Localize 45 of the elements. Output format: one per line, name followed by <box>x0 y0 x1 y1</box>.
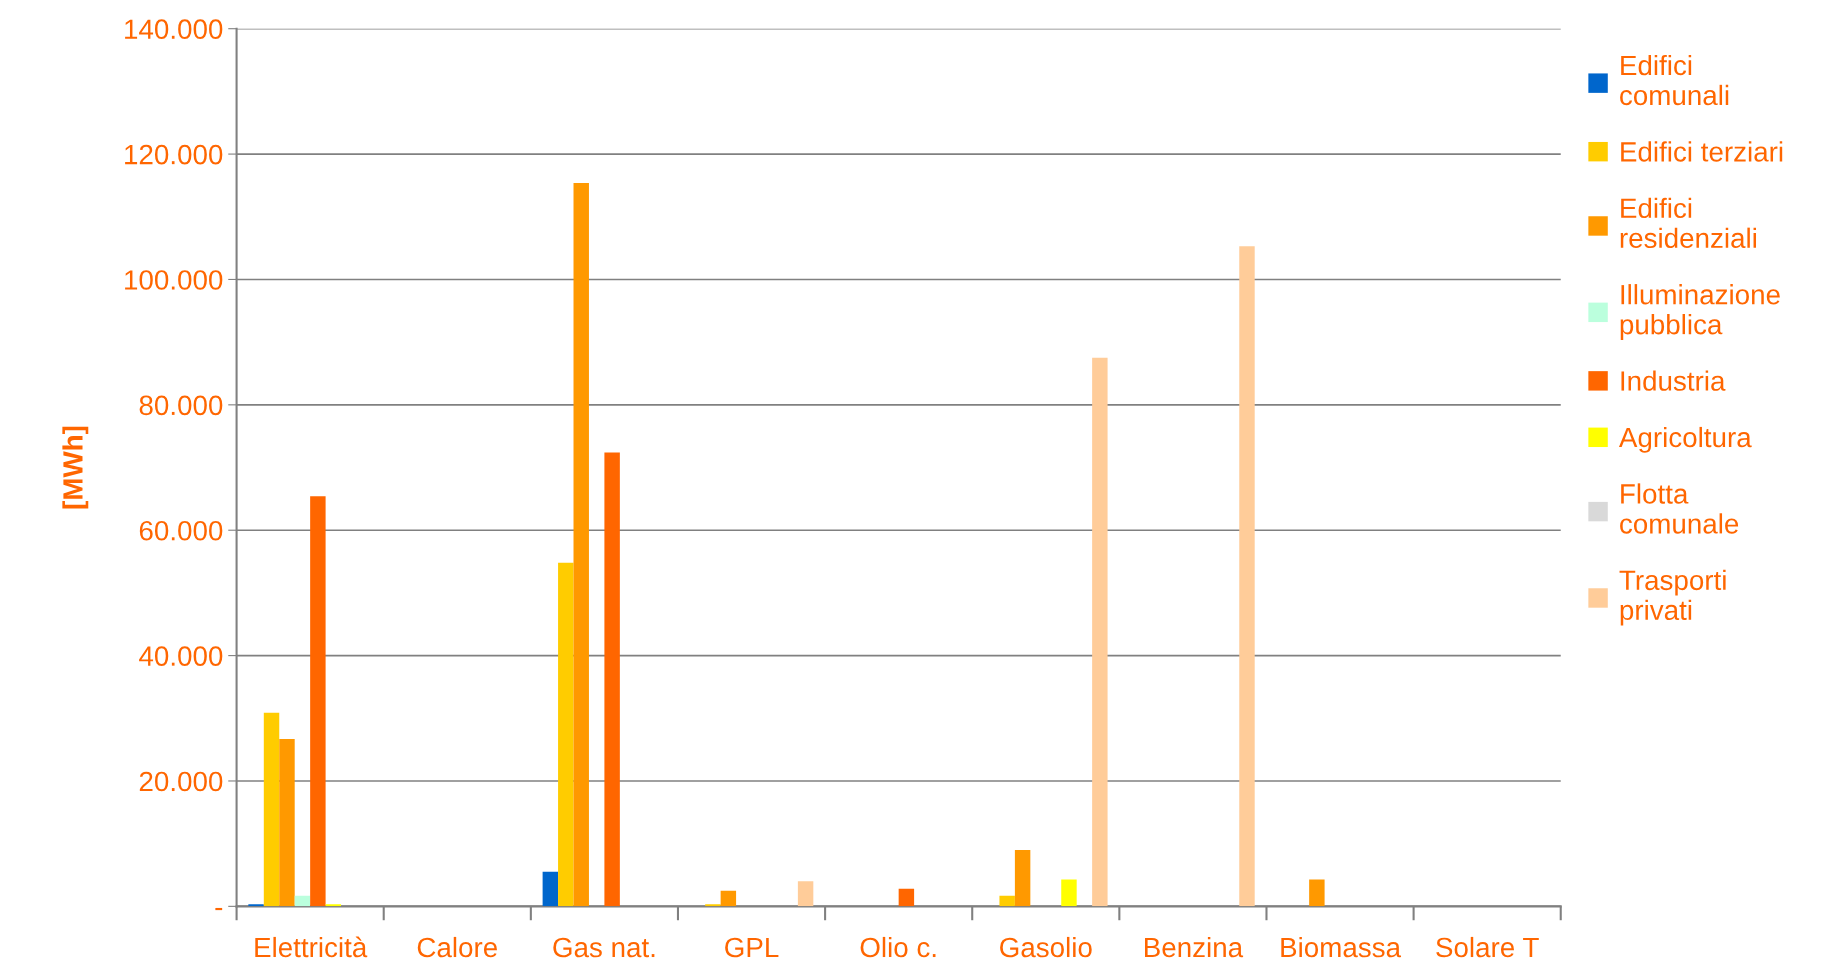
x-tick-label: Calore <box>417 936 497 958</box>
bar <box>705 904 721 907</box>
bar <box>558 562 574 907</box>
y-tick-label: 20.000 <box>139 771 223 792</box>
bar <box>310 496 326 907</box>
bar <box>898 888 915 907</box>
legend-label: Trasporti privati <box>1619 569 1726 626</box>
y-tick-label: 80.000 <box>139 395 223 416</box>
bar <box>1092 357 1108 907</box>
legend-label: Flotta comunale <box>1620 483 1739 534</box>
y-tick-label: 60.000 <box>139 520 223 541</box>
y-tick-label: - <box>215 907 223 911</box>
bar <box>573 182 589 907</box>
legend-label: Edifici comunali <box>1620 54 1729 106</box>
x-tick-label: Gasolio <box>1000 936 1092 958</box>
y-axis-title: [MWh] <box>62 426 89 509</box>
bar <box>999 895 1015 907</box>
y-tick-label: 140.000 <box>125 19 223 40</box>
bar <box>542 871 559 907</box>
bar <box>263 712 280 907</box>
bar <box>604 452 620 907</box>
legend-label: Agricoltura <box>1618 426 1752 453</box>
x-tick-label: Elettricità <box>255 936 368 958</box>
bar <box>797 881 814 907</box>
x-tick-label: GPL <box>725 937 779 958</box>
y-tick-label: 100.000 <box>125 270 223 290</box>
legend-label: Illuminazione pubblica <box>1620 284 1780 340</box>
bar <box>248 904 264 907</box>
x-tick-label: Gas nat. <box>553 937 655 958</box>
bar <box>720 890 737 907</box>
x-tick-label: Benzina <box>1145 936 1244 958</box>
legend-label: Edifici terziari <box>1621 141 1783 162</box>
x-tick-label: Olio c. <box>860 936 936 958</box>
bar <box>279 738 295 907</box>
x-tick-label: Solare T <box>1436 936 1539 958</box>
legend-label: Industria <box>1621 370 1726 391</box>
bar <box>1014 849 1031 907</box>
bar <box>1061 879 1077 907</box>
y-tick-label: 40.000 <box>139 646 223 666</box>
bar <box>294 895 311 907</box>
y-tick-label: 120.000 <box>125 144 223 165</box>
legend-label: Edifici residenziali <box>1620 197 1756 249</box>
bar <box>1309 879 1325 907</box>
bar <box>1239 246 1255 907</box>
x-tick-label: Biomassa <box>1281 936 1402 958</box>
